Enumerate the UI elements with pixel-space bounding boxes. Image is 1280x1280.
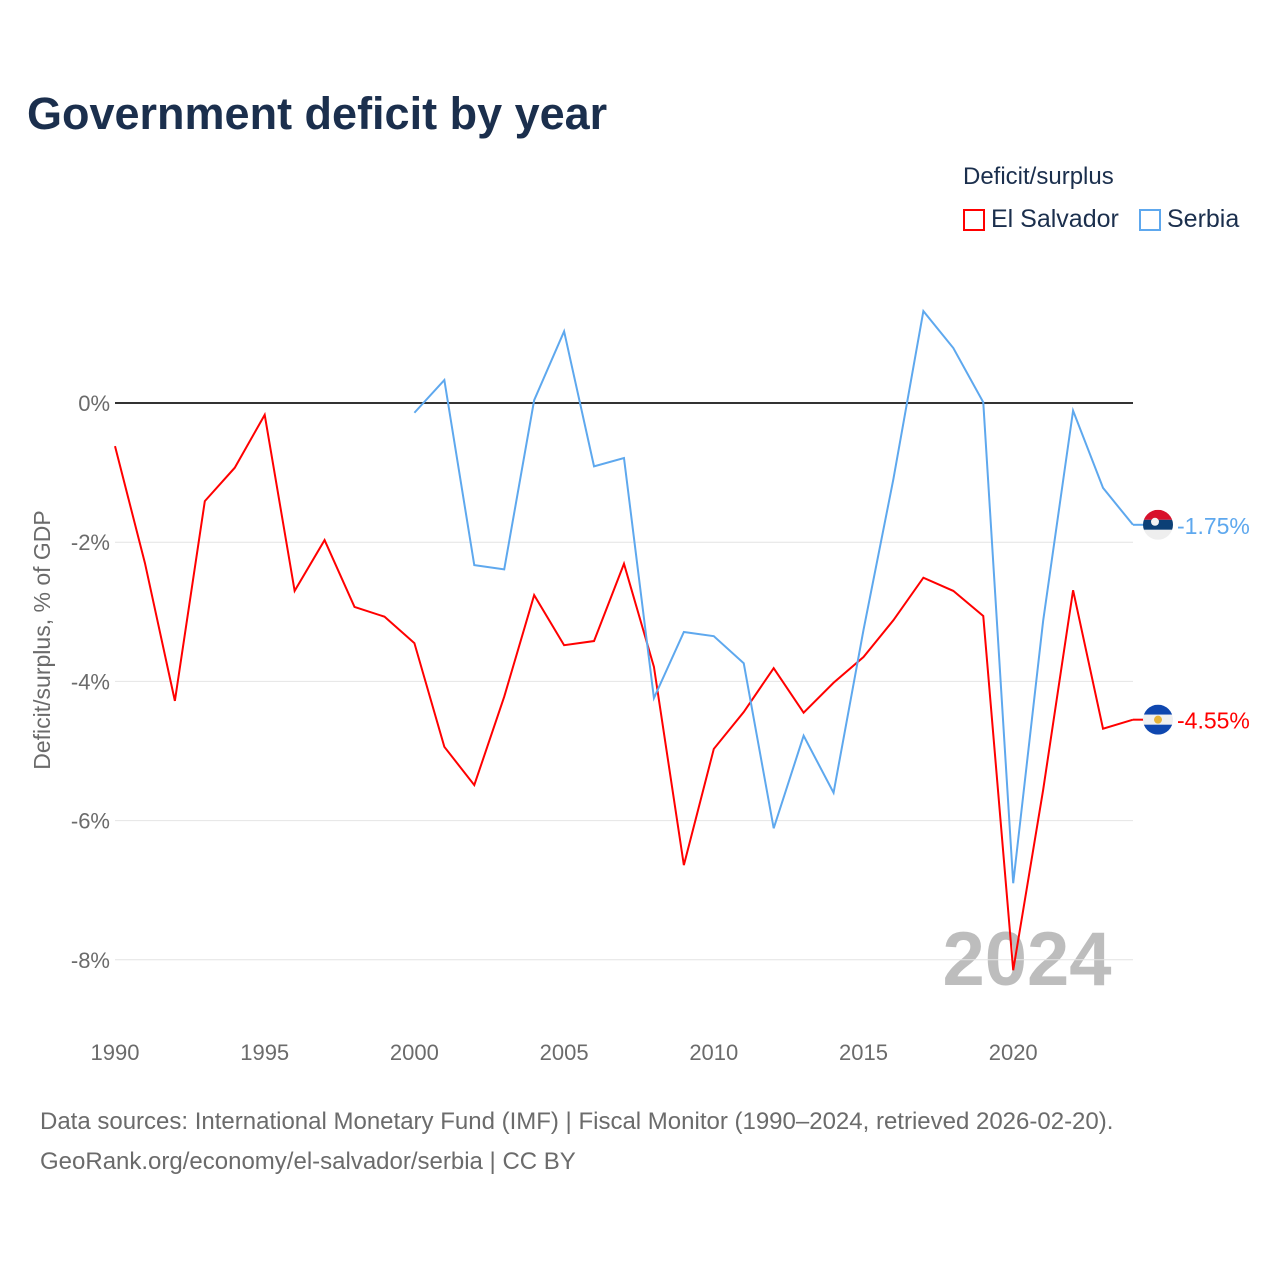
source-link[interactable]: GeoRank.org/economy/el-salvador/serbia |… xyxy=(40,1148,576,1175)
legend-item-serbia[interactable]: Serbia xyxy=(1139,205,1239,234)
end-value-label: -4.55% xyxy=(1177,708,1250,734)
x-tick-label: 2005 xyxy=(540,1040,589,1065)
x-tick-label: 2010 xyxy=(689,1040,738,1065)
serbia-flag-icon xyxy=(1143,509,1173,540)
y-tick-label: -4% xyxy=(71,669,110,694)
legend-item-el-salvador[interactable]: El Salvador xyxy=(963,205,1119,234)
series-line-serbia xyxy=(413,308,1134,884)
legend-label: Serbia xyxy=(1167,205,1240,233)
chart-title: Government deficit by year xyxy=(27,88,608,139)
y-axis-label: Deficit/surplus, % of GDP xyxy=(29,510,55,769)
x-tick-label: 2015 xyxy=(839,1040,888,1065)
legend-swatch xyxy=(1139,208,1161,231)
legend-title: Deficit/surplus xyxy=(963,163,1114,190)
y-tick-label: -2% xyxy=(71,530,110,555)
legend-swatch xyxy=(963,208,985,231)
source-note: Data sources: International Monetary Fun… xyxy=(40,1108,1114,1135)
y-tick-label: -6% xyxy=(71,809,110,834)
y-tick-label: -8% xyxy=(71,948,110,973)
series-line-el-salvador xyxy=(114,411,1134,971)
end-value-label: -1.75% xyxy=(1177,513,1250,539)
y-tick-label: 0% xyxy=(78,391,110,416)
x-tick-label: 1995 xyxy=(240,1040,289,1065)
el-salvador-flag-icon xyxy=(1143,704,1173,735)
x-tick-label: 2020 xyxy=(989,1040,1038,1065)
legend-label: El Salvador xyxy=(991,205,1119,233)
x-tick-label: 1990 xyxy=(91,1040,140,1065)
x-tick-label: 2000 xyxy=(390,1040,439,1065)
